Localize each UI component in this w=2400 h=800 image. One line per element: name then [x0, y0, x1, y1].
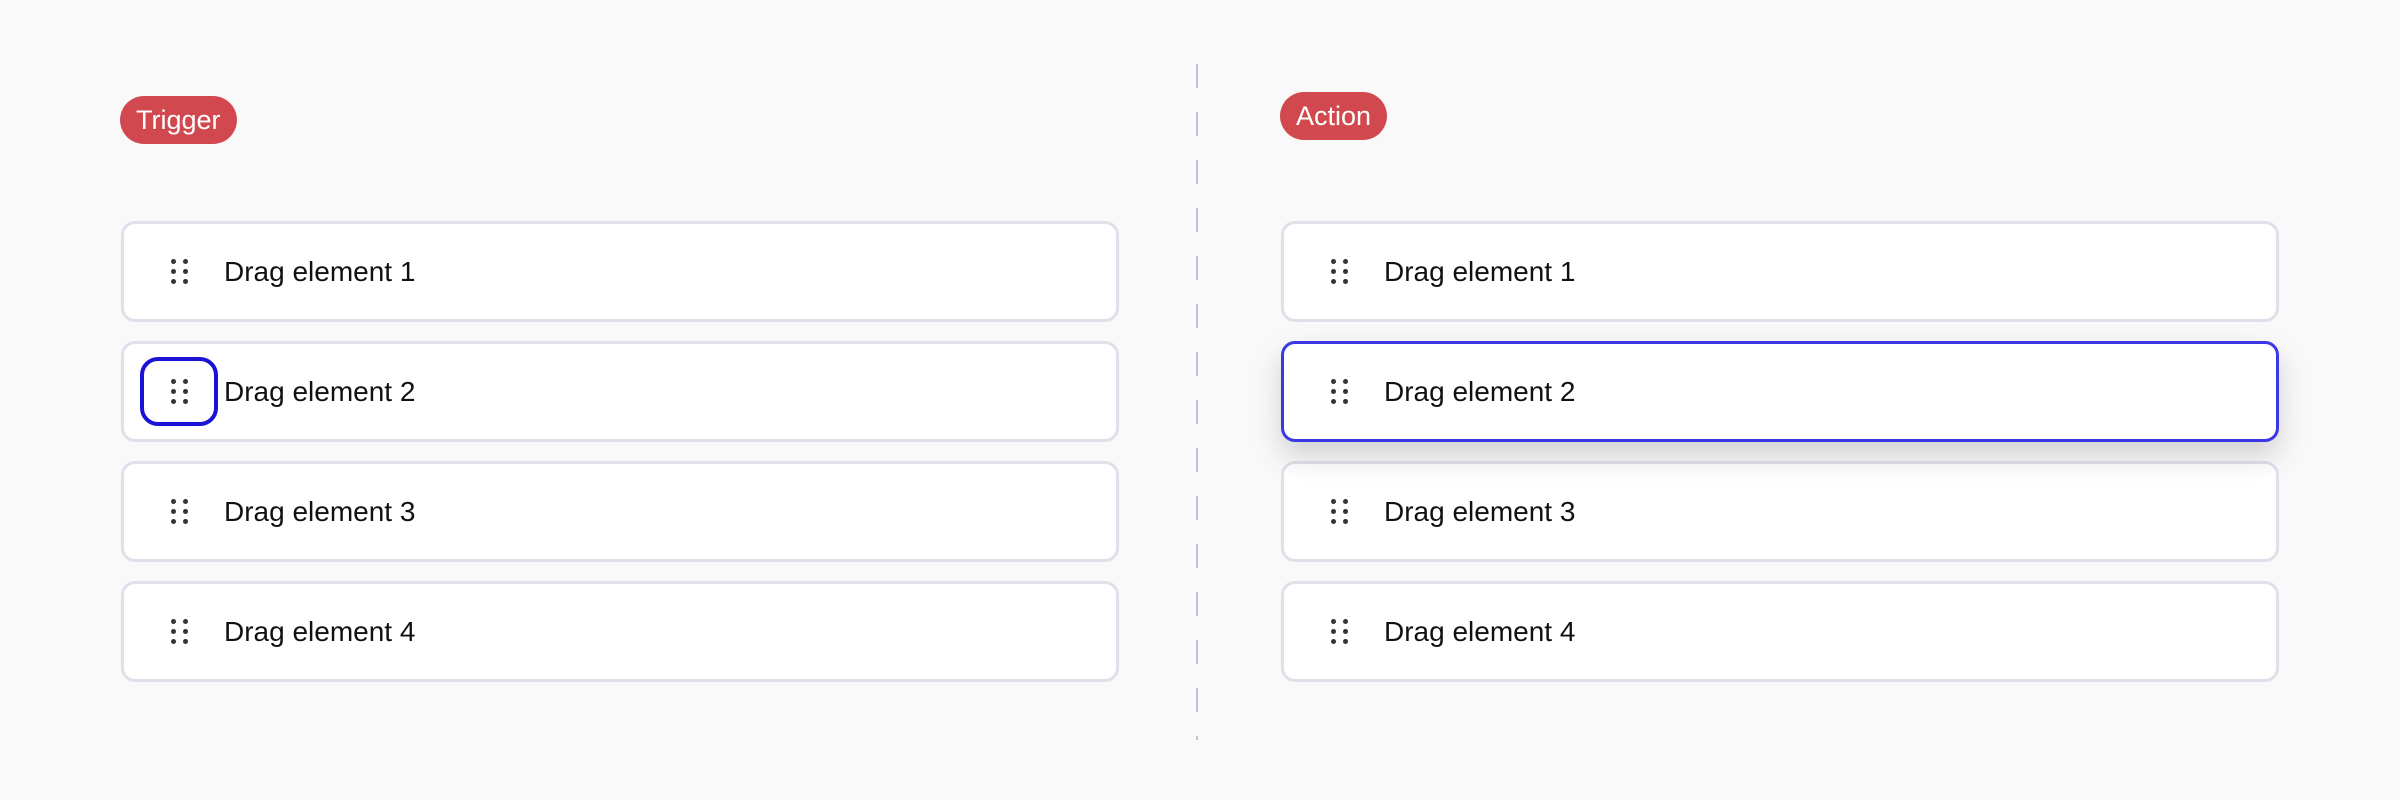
- drag-item-label: Drag element 1: [224, 256, 416, 287]
- drag-item-label: Drag element 3: [1384, 496, 1576, 527]
- drag-item-label: Drag element 1: [1384, 256, 1576, 287]
- drag-handle[interactable]: [1300, 357, 1378, 426]
- drag-item[interactable]: Drag element 2: [121, 341, 1119, 442]
- trigger-badge: Trigger: [120, 96, 237, 144]
- drag-item[interactable]: Drag element 1: [121, 221, 1119, 322]
- drag-handle[interactable]: [140, 597, 218, 666]
- drag-item-label: Drag element 2: [1384, 376, 1576, 407]
- drag-handle-icon: [1330, 499, 1348, 524]
- drag-handle-icon: [1330, 379, 1348, 404]
- action-badge: Action: [1280, 92, 1388, 140]
- drag-item-label: Drag element 4: [1384, 616, 1576, 647]
- drag-item[interactable]: Drag element 2: [1281, 341, 2279, 442]
- drag-handle-icon: [170, 259, 188, 284]
- drag-handle[interactable]: [140, 357, 218, 426]
- drag-handle[interactable]: [1300, 597, 1378, 666]
- drag-handle-icon: [170, 499, 188, 524]
- drag-item[interactable]: Drag element 3: [1281, 461, 2279, 562]
- drag-item-label: Drag element 3: [224, 496, 416, 527]
- drag-handle-icon: [1330, 259, 1348, 284]
- drag-item[interactable]: Drag element 3: [121, 461, 1119, 562]
- drag-handle-icon: [170, 619, 188, 644]
- drag-item-label: Drag element 2: [224, 376, 416, 407]
- drag-handle-icon: [170, 379, 188, 404]
- drag-handle[interactable]: [1300, 477, 1378, 546]
- drag-handle[interactable]: [1300, 237, 1378, 306]
- drag-handle-icon: [1330, 619, 1348, 644]
- drag-item-label: Drag element 4: [224, 616, 416, 647]
- drag-item[interactable]: Drag element 4: [1281, 581, 2279, 682]
- drag-item[interactable]: Drag element 4: [121, 581, 1119, 682]
- drag-item[interactable]: Drag element 1: [1281, 221, 2279, 322]
- drag-handle[interactable]: [140, 477, 218, 546]
- drag-handle[interactable]: [140, 237, 218, 306]
- divider: [1196, 64, 1198, 740]
